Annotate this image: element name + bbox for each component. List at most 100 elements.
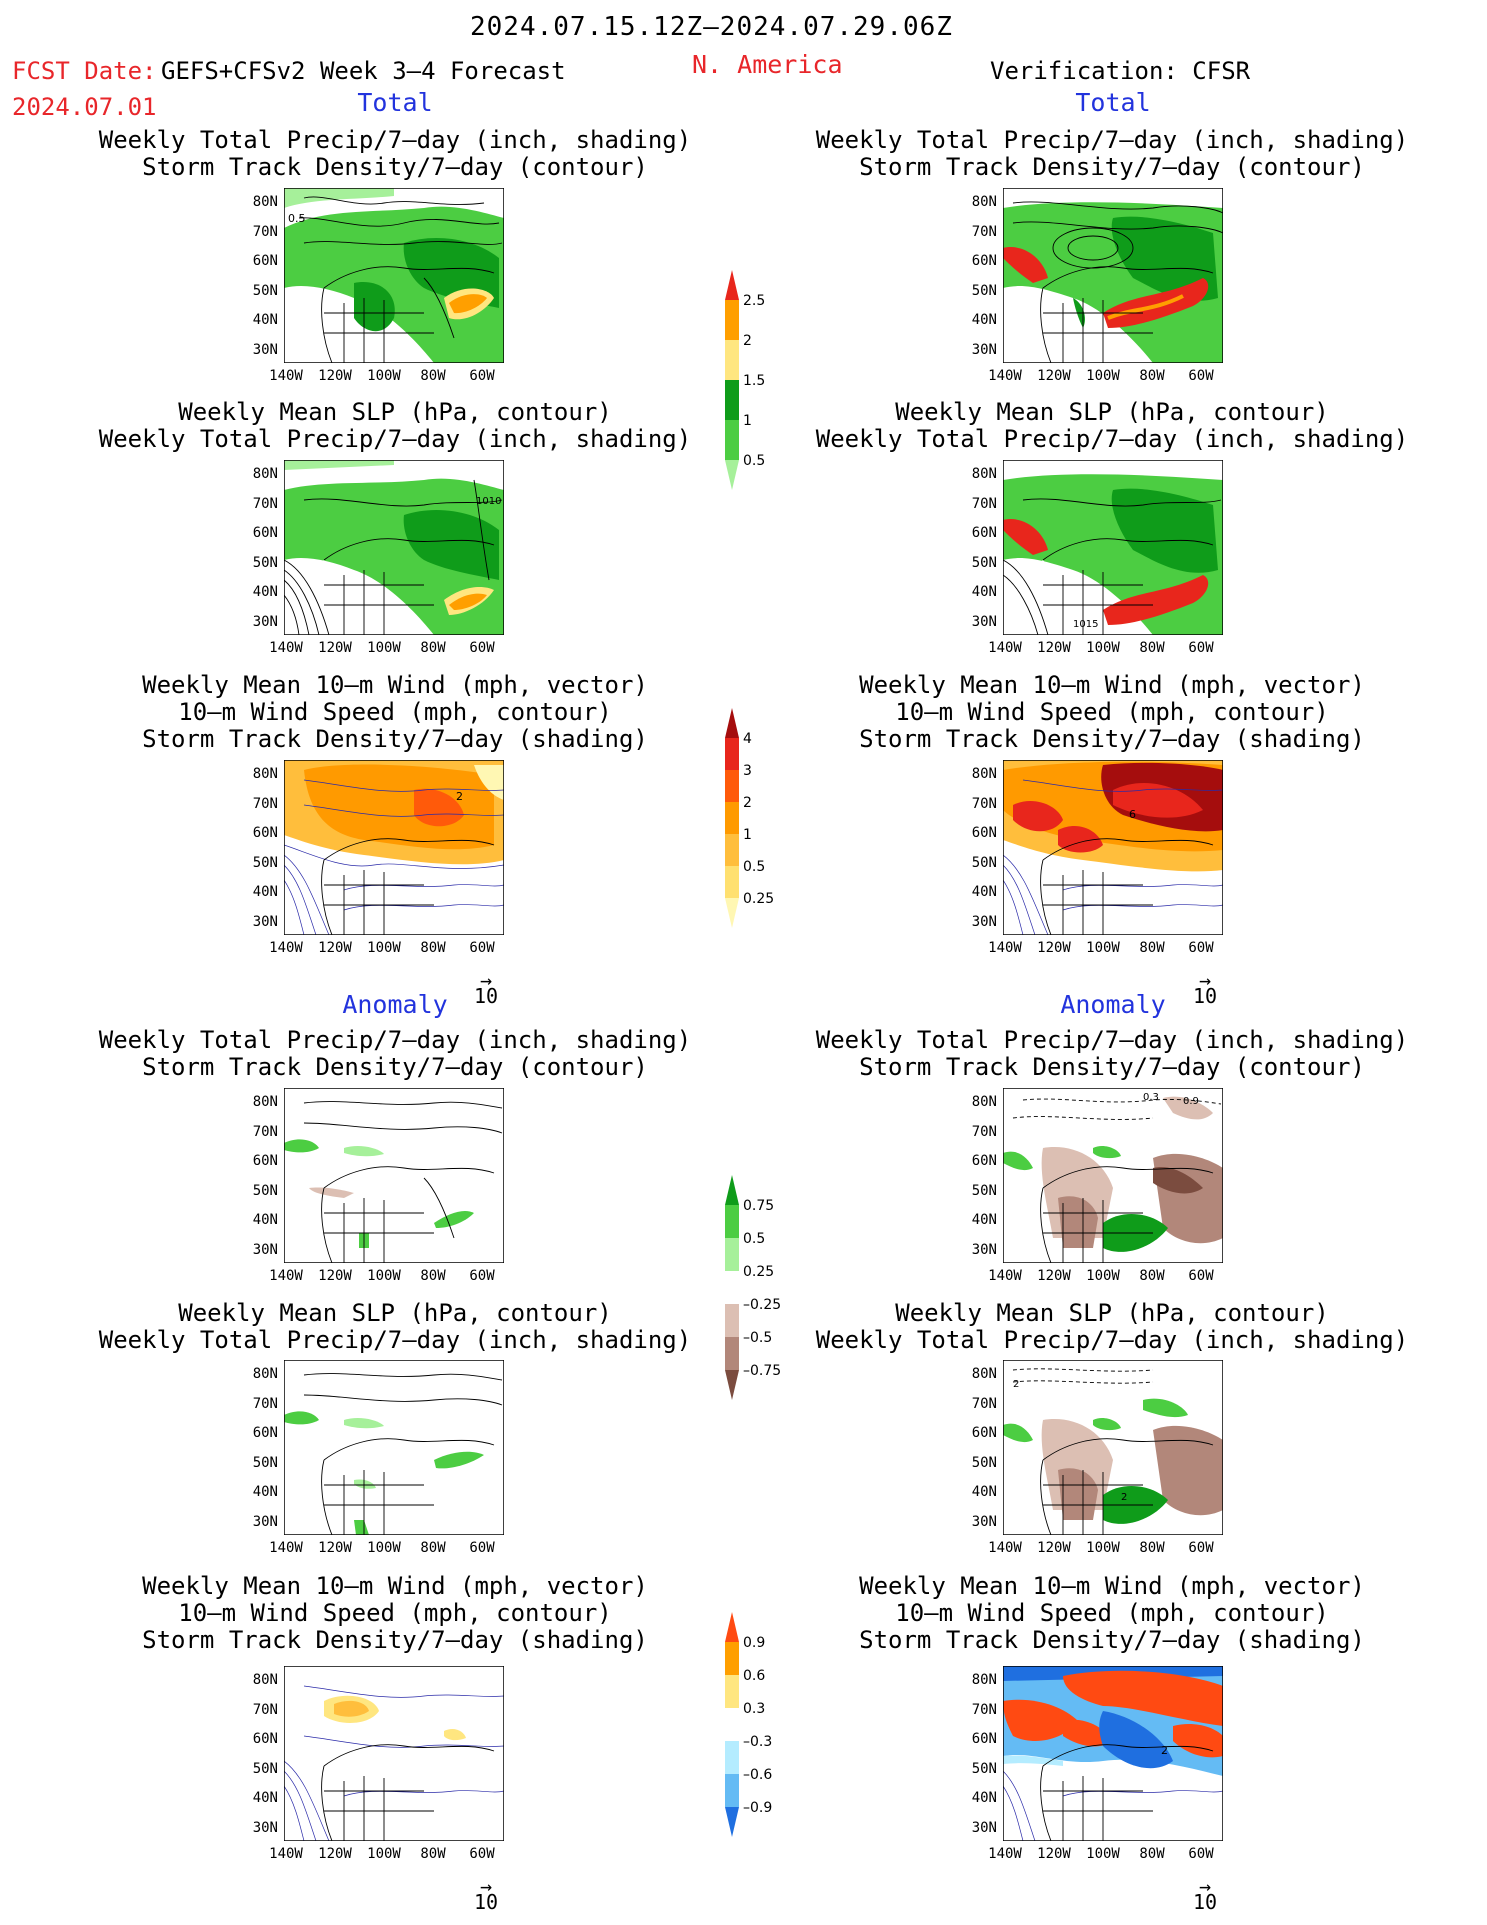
title-line: Weekly Total Precip/7–day (inch, shading… <box>815 425 1409 453</box>
lat-tick-label: 50N <box>971 554 997 571</box>
lon-tick-label: 100W <box>1086 1268 1120 1284</box>
lon-tick-label: 120W <box>318 1268 352 1284</box>
contour-label: 2 <box>1013 1379 1019 1390</box>
colorbar-precip-total: 2.5 2 1.5 1 0.5 0.25 <box>725 270 815 509</box>
title-line: Weekly Mean SLP (hPa, contour) <box>178 1299 612 1327</box>
colorbar-label: 0.6 <box>743 1668 765 1684</box>
map-right-precip-anom: 0.3 0.9 <box>1003 1088 1223 1263</box>
lon-tick-label: 100W <box>1086 640 1120 656</box>
lat-tick-label: 50N <box>252 1454 278 1471</box>
lat-tick-label: 70N <box>252 1701 278 1718</box>
colorbar-label: 0.75 <box>743 1198 774 1214</box>
lat-tick-label: 30N <box>252 1241 278 1258</box>
vector-ref-value: 10 <box>473 984 499 1008</box>
vector-ref-right-1: → 10 <box>1183 968 1227 1008</box>
colorbar-track-anom: 0.9 0.6 0.3 –0.3 –0.6 –0.9 <box>725 1612 815 1845</box>
lat-tick-label: 60N <box>252 525 278 541</box>
lon-tick-label: 120W <box>1037 1268 1071 1284</box>
title-right-slp-precip: Weekly Mean SLP (hPa, contour) Weekly To… <box>762 399 1462 453</box>
map-right-slp-precip: 1015 <box>1003 460 1223 635</box>
colorbar-label: 0.25 <box>743 1264 774 1280</box>
valid-period: 2024.07.15.12Z–2024.07.29.06Z <box>470 12 953 42</box>
colorbar-segment <box>725 1205 739 1238</box>
lon-tick-label: 140W <box>988 1846 1022 1862</box>
lon-tick-label: 120W <box>1037 640 1071 656</box>
lat-tick-label: 30N <box>971 913 997 930</box>
lat-tick-label: 60N <box>971 825 997 841</box>
colorbar-segment <box>725 420 739 460</box>
title-line: Weekly Mean SLP (hPa, contour) <box>895 398 1329 426</box>
colorbar-label: –0.75 <box>743 1363 781 1379</box>
lon-tick-label: 140W <box>988 1268 1022 1284</box>
title-left-wind-track: Weekly Mean 10–m Wind (mph, vector) 10–m… <box>45 672 745 753</box>
colorbar-label: 1 <box>743 413 752 429</box>
lat-tick-label: 80N <box>252 766 278 782</box>
lat-tick-label: 40N <box>971 1212 997 1228</box>
colorbar-segment <box>725 898 739 928</box>
lat-tick-label: 30N <box>252 341 278 358</box>
lat-tick-label: 50N <box>252 1182 278 1199</box>
contour-label: 2 <box>1161 1744 1168 1757</box>
lat-tick-label: 70N <box>971 1701 997 1718</box>
lon-tick-label: 80W <box>420 1846 446 1862</box>
map-right-wind-track: 6 <box>1003 760 1223 935</box>
lon-tick-label: 100W <box>367 1540 401 1556</box>
section-total-left: Total <box>357 88 433 117</box>
lat-tick-label: 50N <box>971 1454 997 1471</box>
colorbar-precip-anom: 0.75 0.5 0.25 –0.25 –0.5 –0.75 <box>725 1175 815 1408</box>
colorbar-label: 2 <box>743 795 752 811</box>
lon-tick-label: 80W <box>1139 1846 1165 1862</box>
lon-tick-label: 80W <box>420 1268 446 1284</box>
lon-tick-label: 60W <box>1188 940 1214 956</box>
colorbar-segment <box>725 708 739 738</box>
lat-tick-label: 70N <box>252 795 278 812</box>
title-right-wind-track: Weekly Mean 10–m Wind (mph, vector) 10–m… <box>762 672 1462 753</box>
lat-tick-label: 80N <box>252 1366 278 1382</box>
lat-tick-label: 70N <box>252 495 278 512</box>
lat-tick-label: 40N <box>971 584 997 600</box>
lon-tick-label: 140W <box>269 640 303 656</box>
section-anomaly-right: Anomaly <box>1060 990 1166 1019</box>
lon-tick-label: 80W <box>420 368 446 384</box>
title-left-wind-track-anom: Weekly Mean 10–m Wind (mph, vector) 10–m… <box>45 1573 745 1654</box>
lon-tick-label: 60W <box>469 1268 495 1284</box>
colorbar-label: 2 <box>743 333 752 349</box>
lon-tick-label: 140W <box>269 940 303 956</box>
arrow-icon: → <box>479 1874 493 1898</box>
map-left-precip-anom <box>284 1088 504 1263</box>
lon-tick-label: 120W <box>318 1846 352 1862</box>
lat-tick-label: 70N <box>971 495 997 512</box>
contour-label: 2 <box>1121 1492 1127 1503</box>
lat-tick-label: 60N <box>971 253 997 269</box>
colorbar-segment <box>725 1708 739 1741</box>
colorbar-label: 0.5 <box>743 453 765 469</box>
colorbar-segment <box>725 738 739 770</box>
title-line: 10–m Wind Speed (mph, contour) <box>178 698 612 726</box>
colorbar-graphic: 4 3 2 1 0.5 0.25 <box>725 708 774 928</box>
vector-ref-value: 10 <box>1192 1890 1218 1914</box>
lat-tick-label: 40N <box>971 884 997 900</box>
lon-tick-label: 80W <box>1139 1540 1165 1556</box>
colorbar-label: 0.3 <box>743 1701 765 1717</box>
lon-tick-label: 120W <box>1037 1540 1071 1556</box>
colorbar-graphic: 0.9 0.6 0.3 –0.3 –0.6 –0.9 <box>725 1612 772 1837</box>
lat-tick-label: 70N <box>971 1123 997 1140</box>
lon-tick-label: 100W <box>1086 368 1120 384</box>
colorbar-segment <box>725 1675 739 1708</box>
lon-tick-label: 120W <box>1037 1846 1071 1862</box>
contour-label: 1015 <box>1073 619 1098 630</box>
colorbar-label: 0.5 <box>743 859 765 875</box>
title-line: Weekly Mean 10–m Wind (mph, vector) <box>142 1572 648 1600</box>
colorbar-label: –0.9 <box>743 1800 772 1816</box>
lon-tick-label: 100W <box>367 368 401 384</box>
colorbar-label: –0.6 <box>743 1767 772 1783</box>
title-line: Storm Track Density/7–day (shading) <box>142 725 648 753</box>
title-line: Weekly Total Precip/7–day (inch, shading… <box>815 1026 1409 1054</box>
fcst-date: 2024.07.01 <box>12 93 157 121</box>
vector-ref-value: 10 <box>473 1890 499 1914</box>
title-line: Storm Track Density/7–day (shading) <box>142 1626 648 1654</box>
colorbar-segment <box>725 1642 739 1675</box>
lon-tick-label: 120W <box>1037 368 1071 384</box>
lat-tick-label: 70N <box>252 1395 278 1412</box>
lat-tick-label: 60N <box>971 1731 997 1747</box>
